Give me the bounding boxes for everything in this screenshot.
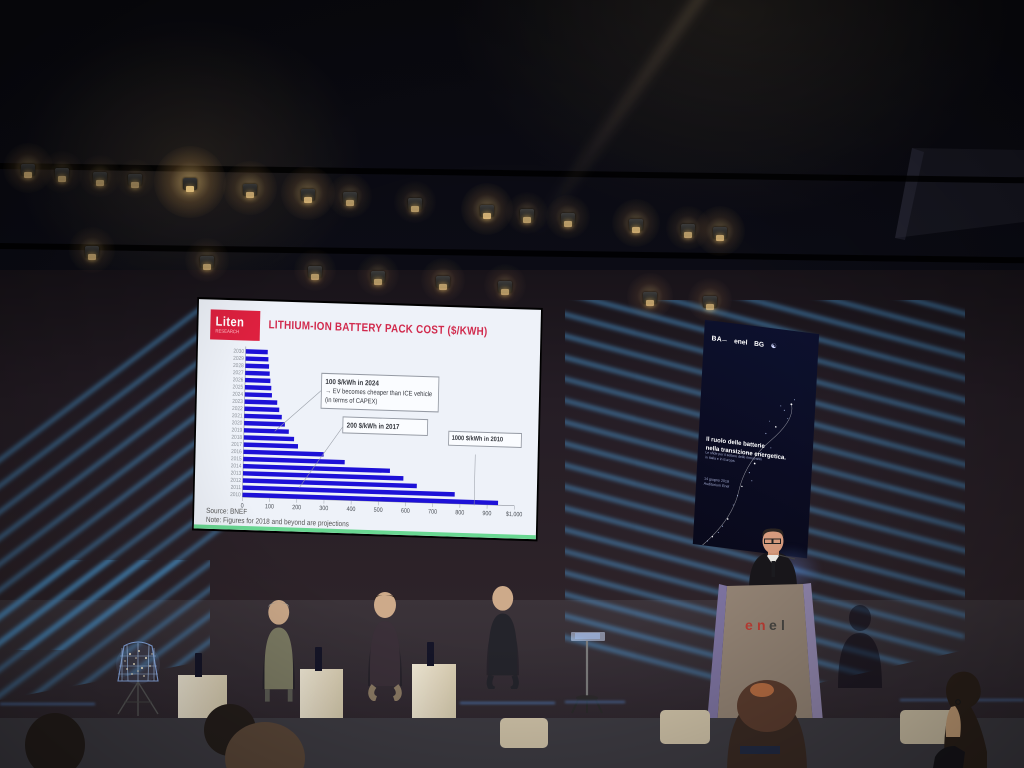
svg-text:n: n (757, 617, 766, 633)
svg-text:l: l (781, 617, 785, 633)
svg-text:e: e (745, 617, 753, 633)
svg-text:e: e (769, 617, 777, 633)
